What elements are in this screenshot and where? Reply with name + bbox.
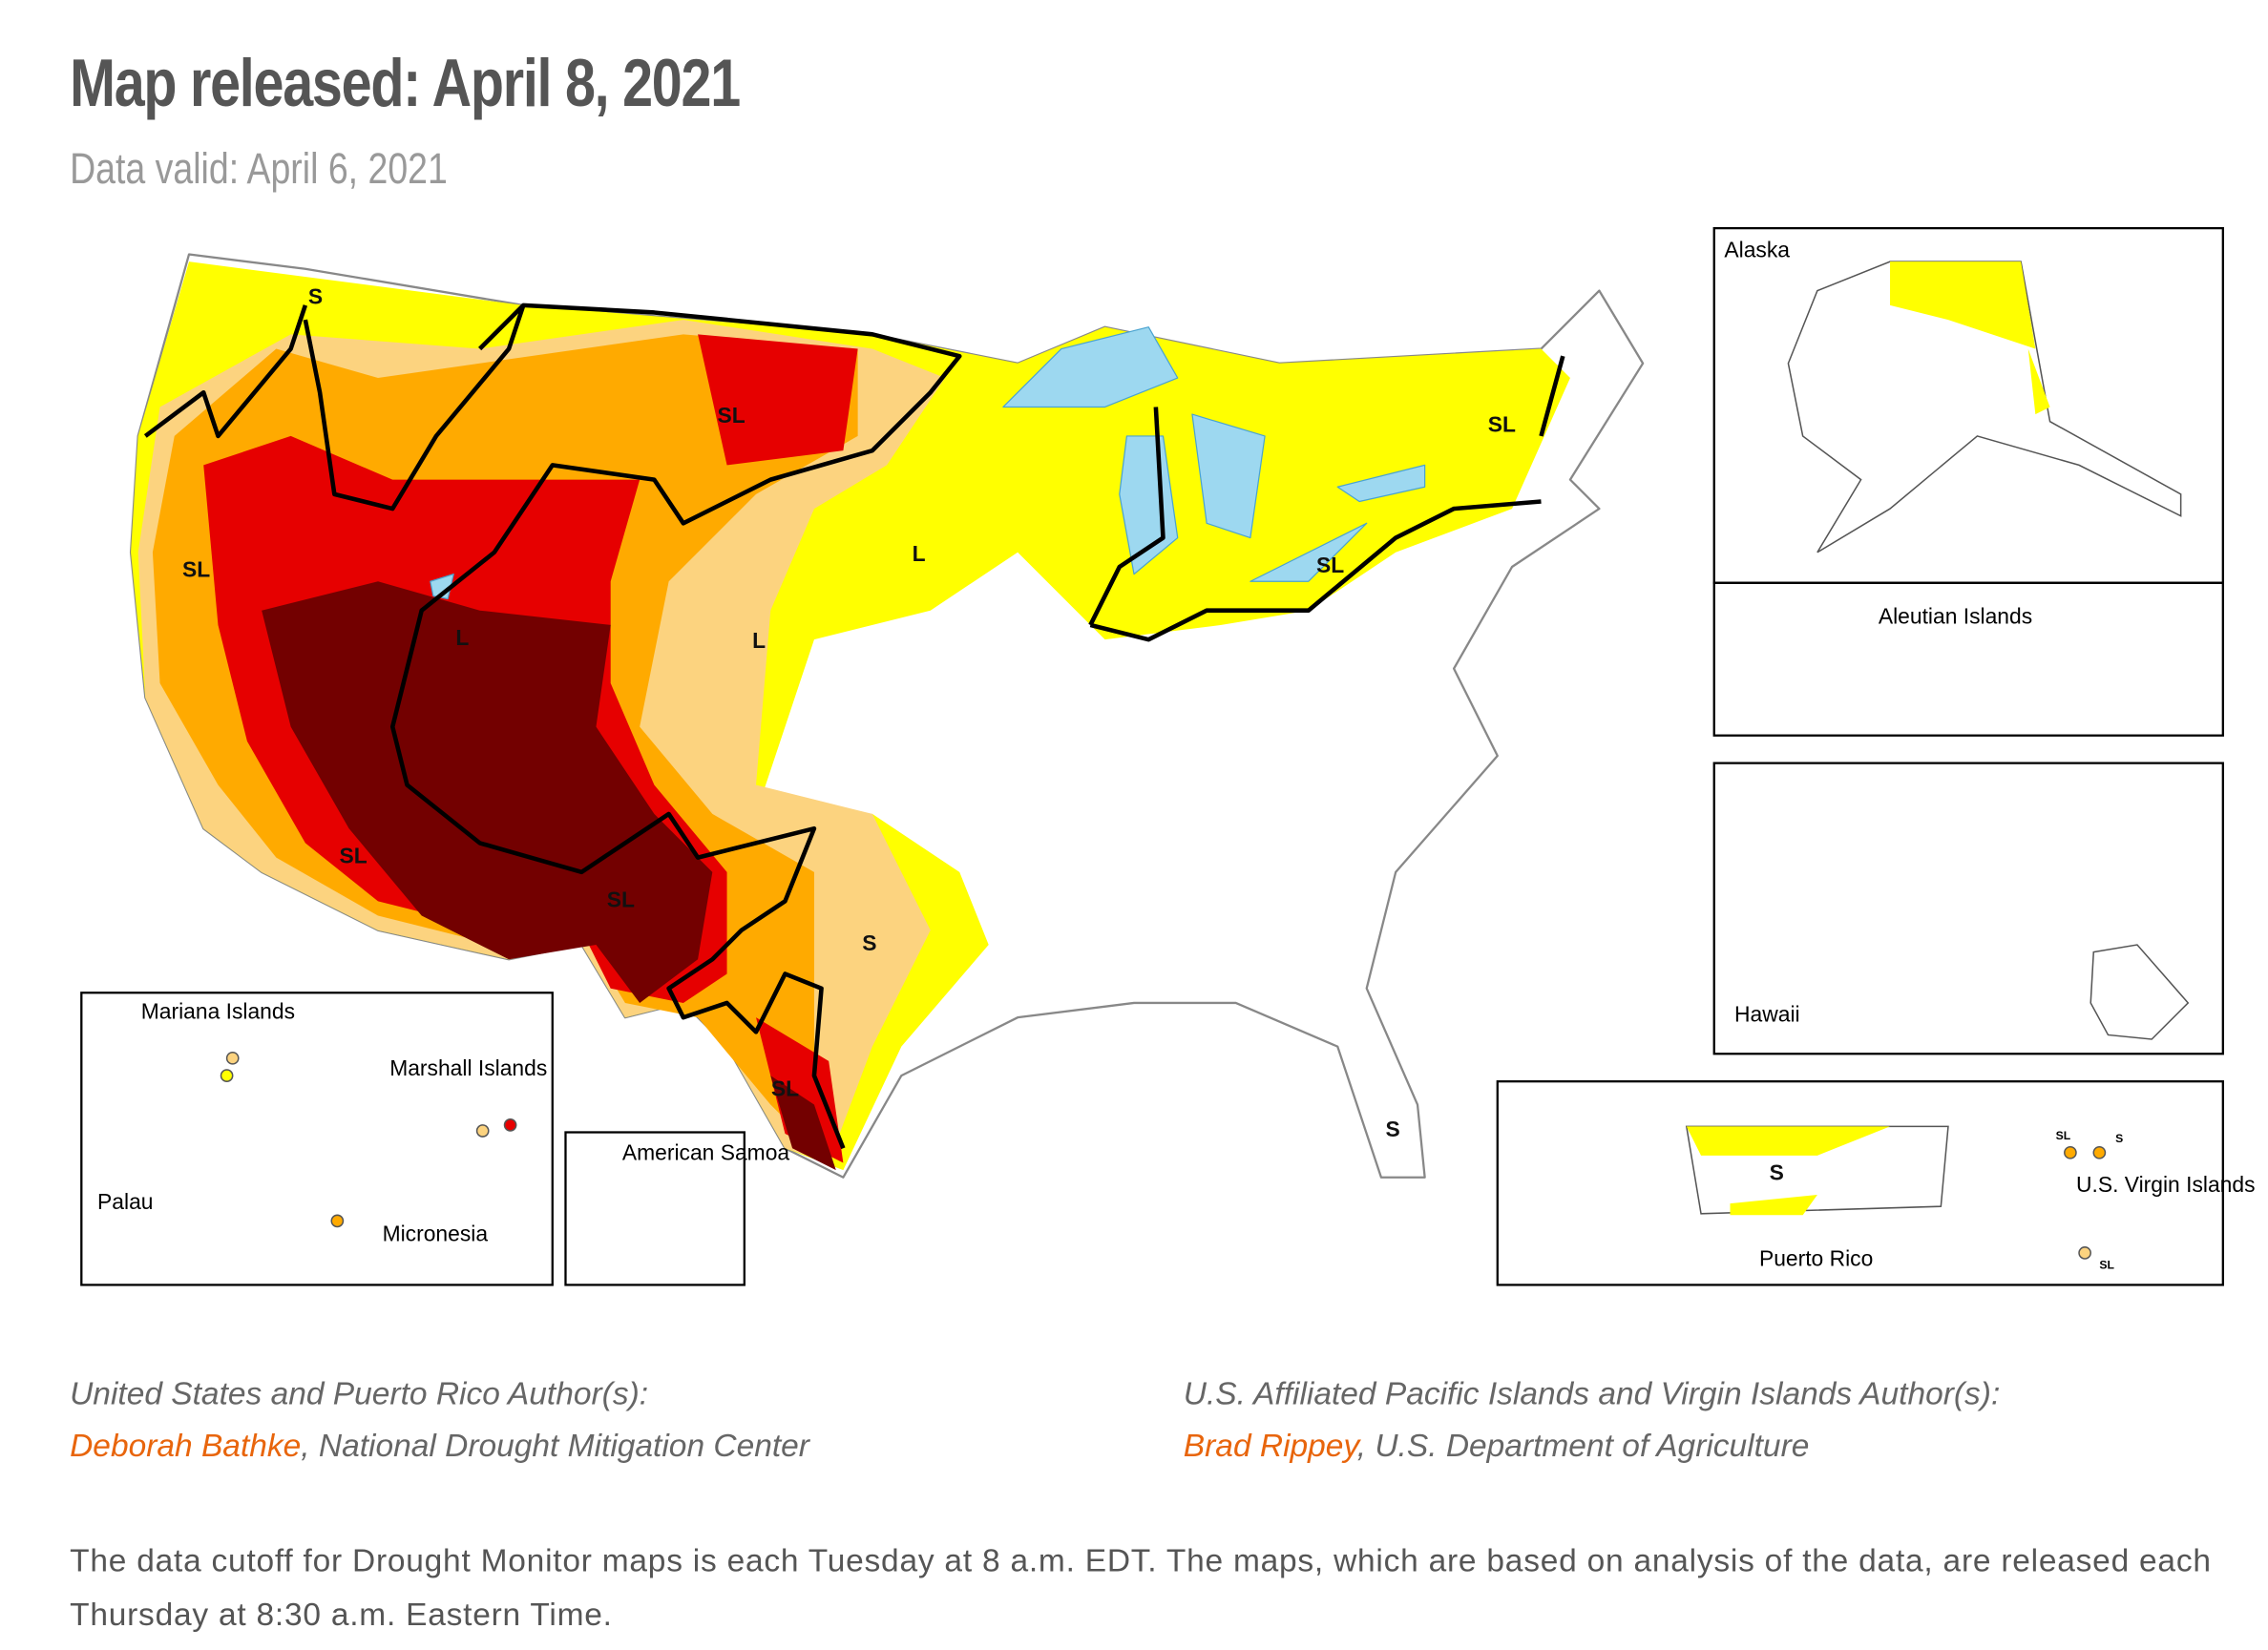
footer-note: The data cutoff for Drought Monitor maps… <box>70 1542 2212 1633</box>
impact-label: S <box>2115 1132 2123 1145</box>
hawaii-frame <box>1712 762 2224 1055</box>
author-name[interactable]: Brad Rippey <box>1183 1427 1357 1464</box>
author-line: Deborah Bathke, National Drought Mitigat… <box>70 1428 809 1466</box>
impact-labels: S SL L SL L L SL SL S SL S SL SL <box>182 283 1516 1141</box>
island-dot <box>503 1118 517 1132</box>
inset-label: Mariana Islands <box>140 999 296 1025</box>
impact-label: SL <box>182 557 210 582</box>
author-line: Brad Rippey, U.S. Department of Agricult… <box>1184 1428 1810 1466</box>
inset-label: Puerto Rico <box>1758 1246 1874 1272</box>
conus <box>129 253 1645 1179</box>
impact-label: L <box>752 628 766 653</box>
inset-shapes <box>220 261 2190 1260</box>
impact-label: SL <box>2099 1259 2114 1272</box>
island-dot <box>330 1214 345 1228</box>
author-affiliation: , National Drought Mitigation Center <box>301 1427 809 1464</box>
impact-boundary <box>143 303 1565 1150</box>
aleutian-frame <box>1712 581 2224 737</box>
impact-label: L <box>455 625 469 650</box>
alaska-shape <box>1787 261 2182 553</box>
inset-label: Alaska <box>1724 238 1790 263</box>
author-heading: United States and Puerto Rico Author(s): <box>70 1374 649 1411</box>
inset-frames <box>80 226 2224 1286</box>
inset-label: U.S. Virgin Islands <box>2075 1173 2256 1199</box>
impact-label: SL <box>607 887 635 911</box>
impact-label: SL <box>340 844 368 868</box>
inset-label: Marshall Islands <box>389 1056 548 1082</box>
impact-label: SL <box>1488 411 1516 436</box>
impact-label: SL <box>771 1076 799 1100</box>
hawaii-big-island <box>2090 944 2190 1040</box>
author-affiliation: , U.S. Department of Agriculture <box>1356 1427 1810 1464</box>
d4-exceptional <box>262 581 836 1171</box>
impact-label: S <box>862 930 876 955</box>
inset-label: American Samoa <box>621 1140 790 1166</box>
inset-label: Hawaii <box>1734 1002 1800 1028</box>
great-lakes <box>430 326 1426 600</box>
pacific-frame <box>80 992 554 1286</box>
island-dot <box>225 1051 240 1065</box>
island-dot <box>220 1069 234 1082</box>
caribbean-frame <box>1496 1080 2224 1286</box>
impact-label: SL <box>2056 1129 2071 1142</box>
island-dot <box>2064 1145 2077 1159</box>
inset-label: Palau <box>97 1190 154 1216</box>
inset-label: Aleutian Islands <box>1878 604 2033 630</box>
impact-label: SL <box>718 403 746 428</box>
inset-label: Micronesia <box>382 1222 489 1247</box>
impact-label: S <box>1386 1117 1400 1141</box>
puerto-rico-dry <box>1686 1126 1891 1216</box>
impact-label: S <box>308 283 323 308</box>
island-dot <box>475 1124 490 1138</box>
title: Map released: April 8, 2021 <box>70 45 741 121</box>
author-heading: U.S. Affiliated Pacific Islands and Virg… <box>1183 1374 2001 1411</box>
island-dot <box>2078 1246 2091 1260</box>
impact-label: S <box>1770 1160 1784 1185</box>
impact-label: SL <box>1316 553 1344 577</box>
impact-label: L <box>913 541 926 566</box>
island-dot <box>2092 1145 2107 1159</box>
inset-impact-labels: S SL S SL <box>1770 1129 2124 1272</box>
samoa-frame <box>564 1131 746 1286</box>
author-name[interactable]: Deborah Bathke <box>70 1427 302 1464</box>
drought-map: S SL L SL L L SL SL S SL S SL SL <box>80 226 2224 1286</box>
alaska-dry <box>1890 261 2050 415</box>
subtitle: Data valid: April 6, 2021 <box>70 145 448 194</box>
